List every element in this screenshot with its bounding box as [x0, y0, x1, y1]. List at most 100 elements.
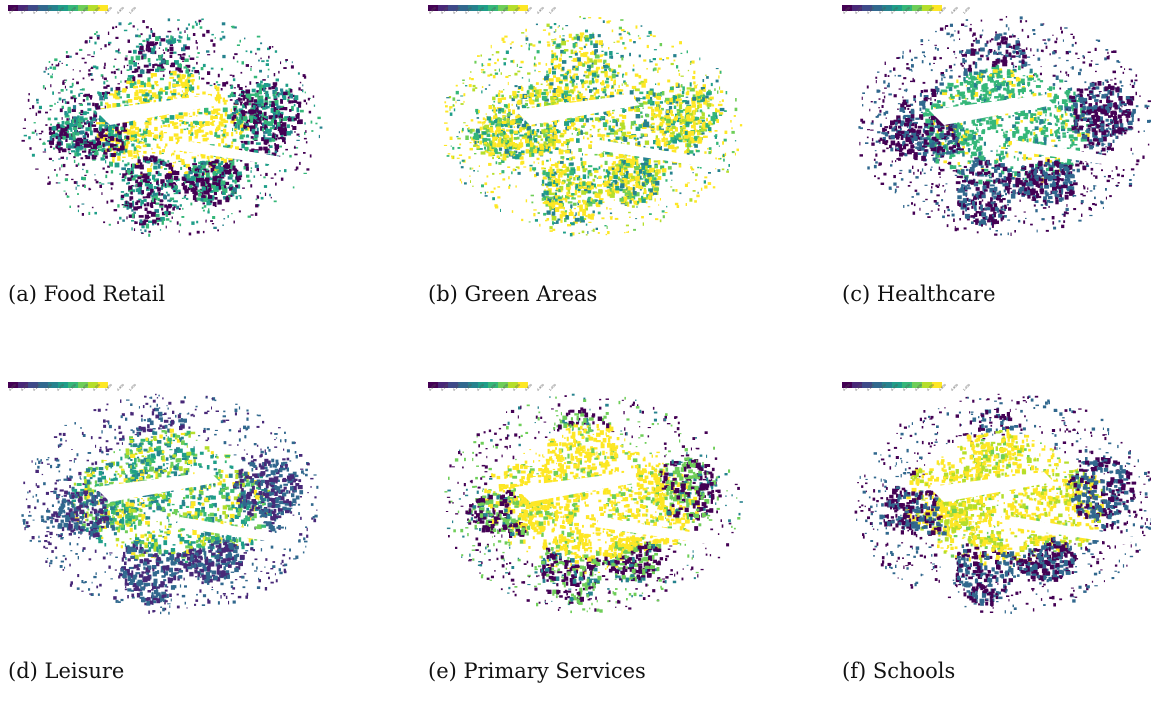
map-cell	[77, 137, 83, 141]
map-cell	[266, 150, 271, 154]
map-cell	[269, 115, 273, 119]
map-cell	[507, 125, 512, 128]
map-cell	[90, 95, 92, 100]
map-cell	[148, 82, 151, 85]
map-cell	[227, 176, 233, 180]
map-cell	[160, 216, 165, 220]
map-cell	[563, 141, 567, 144]
map-cell	[562, 159, 564, 161]
map-cell	[210, 167, 215, 173]
map-cell	[487, 146, 492, 152]
map-cell	[251, 128, 256, 134]
map-cell	[684, 131, 688, 136]
map-cell	[562, 35, 565, 37]
colorbar-swatch	[28, 5, 38, 11]
map-cell	[606, 206, 608, 210]
map-cell	[82, 135, 87, 138]
map-cell	[458, 154, 463, 156]
map-cell	[115, 151, 118, 156]
map-cell	[496, 133, 499, 139]
map-cell	[449, 112, 453, 116]
map-cell	[296, 101, 302, 104]
map-cell	[292, 186, 295, 189]
map-cell	[552, 41, 556, 45]
map-cell	[151, 162, 153, 166]
map-cell	[724, 152, 727, 156]
map-cell	[177, 63, 182, 68]
map-cell	[129, 196, 132, 201]
map-cell	[191, 221, 195, 225]
map-cell	[715, 108, 718, 113]
map-cell	[152, 219, 157, 224]
map-cell	[510, 134, 513, 137]
map-cell	[678, 137, 682, 140]
map-cell	[511, 103, 513, 106]
map-cell	[507, 103, 510, 109]
map-cell	[196, 56, 199, 58]
map-cell	[697, 95, 702, 99]
map-cell	[265, 97, 268, 101]
map-cell	[650, 123, 652, 127]
map-cell	[107, 126, 113, 131]
map-cell	[24, 118, 26, 121]
map-cell	[529, 129, 532, 134]
map-cell	[595, 202, 599, 206]
map-cell	[162, 161, 166, 166]
map-cell	[496, 155, 500, 158]
map-cell	[558, 63, 562, 67]
map-cell	[21, 139, 25, 142]
map-gap	[175, 140, 300, 168]
map-cell	[155, 213, 160, 218]
map-cell	[110, 182, 114, 186]
map-cell	[82, 111, 87, 116]
map-cell	[134, 174, 138, 177]
map-cell	[708, 114, 711, 117]
map-cell	[174, 185, 178, 189]
map-cell	[583, 45, 586, 49]
map-cell	[268, 87, 272, 90]
map-cell	[578, 35, 582, 39]
map-cell	[609, 212, 613, 215]
map-cell	[134, 134, 137, 139]
map-cell	[291, 100, 294, 104]
map-cell	[706, 76, 709, 79]
map-cell	[660, 165, 665, 170]
map-cell	[448, 96, 452, 99]
map-cell	[674, 135, 678, 138]
map-cell	[196, 197, 201, 201]
map-cell	[184, 181, 187, 184]
map-cell	[143, 199, 147, 202]
map-cell	[672, 120, 676, 124]
map-cell	[145, 143, 151, 147]
map-cell	[151, 92, 157, 98]
map-cell	[567, 125, 572, 130]
map-cell	[205, 169, 210, 173]
map-cell	[504, 139, 508, 143]
map-cell	[598, 17, 602, 19]
map-cell	[115, 36, 119, 39]
map-cell	[587, 71, 592, 76]
map-cell	[548, 78, 554, 82]
map-cell	[575, 75, 579, 80]
map-cell	[589, 60, 594, 63]
map-cell	[158, 35, 161, 39]
map-cell	[64, 100, 67, 104]
map-cell	[699, 167, 702, 169]
map-cell	[665, 97, 670, 102]
map-cell	[449, 106, 453, 109]
map-cell	[636, 137, 639, 140]
map-cell	[504, 109, 507, 112]
map-cell	[292, 94, 295, 98]
map-cell	[614, 135, 616, 137]
map-cell	[164, 146, 166, 149]
map-cell	[654, 198, 656, 202]
map-cell	[697, 132, 700, 136]
map-cell	[65, 79, 68, 82]
map-cell	[590, 140, 593, 144]
map-cell	[575, 95, 579, 99]
map-cell	[518, 118, 524, 122]
map-cell	[245, 93, 251, 98]
map-cell	[237, 119, 240, 123]
map-cell	[640, 111, 643, 114]
map-cell	[254, 120, 258, 126]
